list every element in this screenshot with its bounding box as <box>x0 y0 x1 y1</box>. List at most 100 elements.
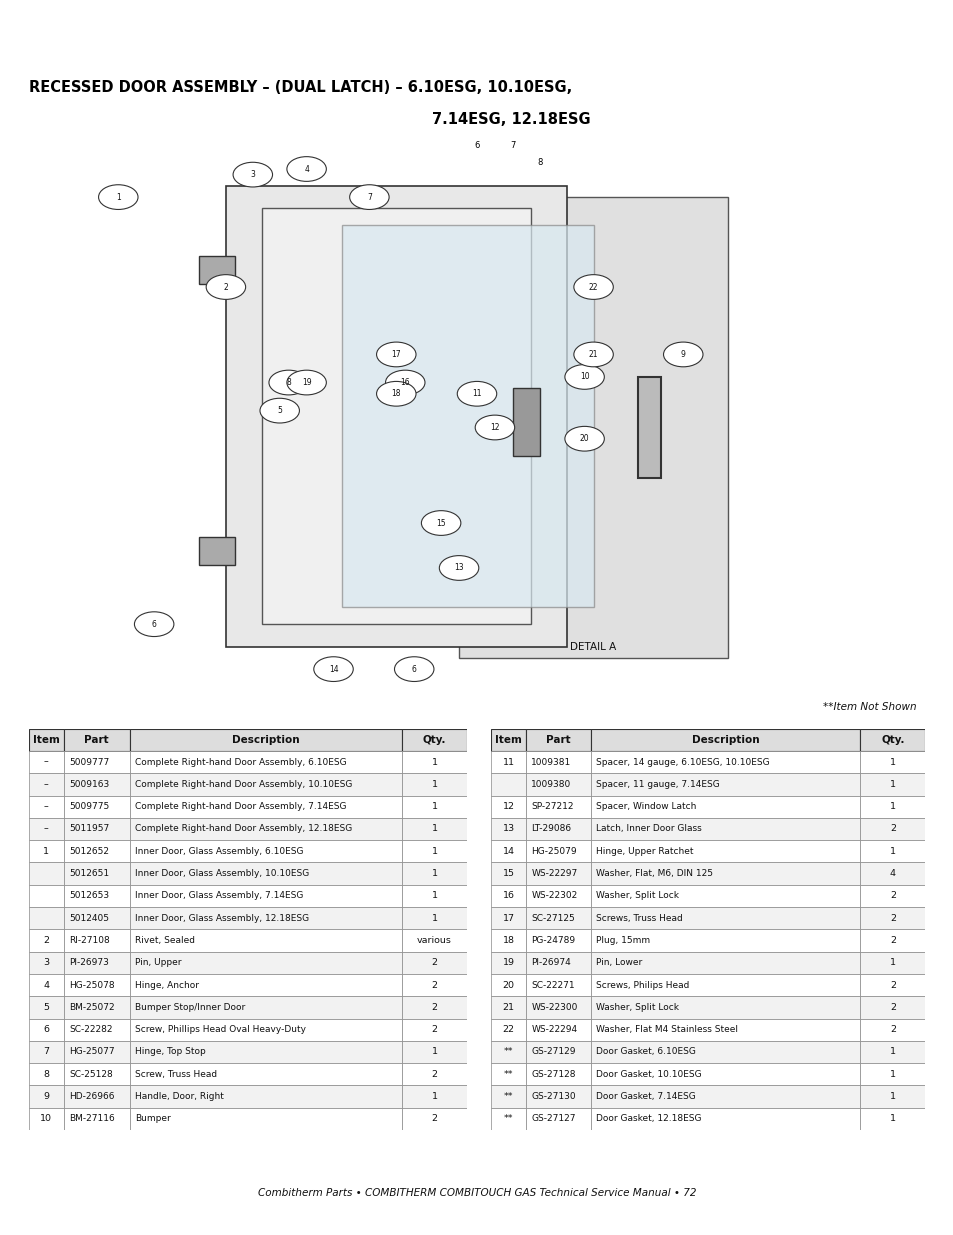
Text: 5009775: 5009775 <box>69 803 110 811</box>
Bar <box>591 818 860 840</box>
Text: 12: 12 <box>502 803 514 811</box>
Text: 16: 16 <box>400 378 410 387</box>
Bar <box>130 862 401 884</box>
Text: 1: 1 <box>431 757 437 767</box>
Text: BM-27116: BM-27116 <box>69 1114 114 1124</box>
Text: 10: 10 <box>40 1114 52 1124</box>
Bar <box>860 795 924 818</box>
Text: 1: 1 <box>431 1047 437 1056</box>
Text: 9: 9 <box>680 350 685 359</box>
Bar <box>513 388 539 456</box>
Text: **: ** <box>503 1070 513 1079</box>
Bar <box>342 225 593 608</box>
Bar <box>401 818 467 840</box>
Bar <box>130 1063 401 1086</box>
Text: 2: 2 <box>431 1114 437 1124</box>
Text: 2: 2 <box>889 825 895 834</box>
Bar <box>29 1019 64 1041</box>
Bar <box>491 729 525 751</box>
Bar <box>591 751 860 773</box>
Bar <box>64 952 130 974</box>
Text: 1009381: 1009381 <box>531 757 571 767</box>
Text: 4: 4 <box>304 164 309 173</box>
Text: GS-27127: GS-27127 <box>531 1114 576 1124</box>
Text: 9: 9 <box>43 1092 50 1102</box>
Text: PG-24789: PG-24789 <box>531 936 575 945</box>
Bar <box>525 729 591 751</box>
Bar <box>491 974 525 997</box>
Circle shape <box>421 510 460 536</box>
Text: 5012653: 5012653 <box>69 892 109 900</box>
Text: Part: Part <box>546 735 570 745</box>
Text: Latch, Inner Door Glass: Latch, Inner Door Glass <box>596 825 701 834</box>
Text: 1: 1 <box>116 193 120 201</box>
Text: 17: 17 <box>391 350 400 359</box>
Circle shape <box>376 342 416 367</box>
Text: 7: 7 <box>43 1047 50 1056</box>
Text: Washer, Flat, M6, DIN 125: Washer, Flat, M6, DIN 125 <box>596 869 713 878</box>
Bar <box>591 1063 860 1086</box>
Bar <box>525 1063 591 1086</box>
Text: GS-27128: GS-27128 <box>531 1070 576 1079</box>
Bar <box>525 1019 591 1041</box>
Text: 12: 12 <box>490 424 499 432</box>
Text: 1: 1 <box>431 803 437 811</box>
Text: 10: 10 <box>579 373 589 382</box>
Text: 6: 6 <box>412 664 416 673</box>
Text: 14: 14 <box>329 664 338 673</box>
Bar <box>491 818 525 840</box>
Text: PARTS INFORMATION: PARTS INFORMATION <box>45 20 340 44</box>
Bar <box>458 198 727 658</box>
Text: Combitherm Parts • COMBITHERM COMBITOUCH GAS Technical Service Manual • 72: Combitherm Parts • COMBITHERM COMBITOUCH… <box>257 1188 696 1198</box>
Text: 19: 19 <box>301 378 311 387</box>
Bar <box>64 773 130 795</box>
Bar <box>525 997 591 1019</box>
Bar <box>130 818 401 840</box>
Text: Complete Right-hand Door Assembly, 6.10ESG: Complete Right-hand Door Assembly, 6.10E… <box>134 757 346 767</box>
Bar <box>29 729 64 751</box>
Bar <box>401 1086 467 1108</box>
Bar <box>64 906 130 929</box>
Bar <box>401 952 467 974</box>
Bar <box>591 1019 860 1041</box>
Bar <box>64 1063 130 1086</box>
Text: WS-22294: WS-22294 <box>531 1025 577 1034</box>
Text: 1: 1 <box>431 869 437 878</box>
Bar <box>491 884 525 906</box>
Bar <box>860 751 924 773</box>
Bar <box>860 1041 924 1063</box>
Text: DETAIL A: DETAIL A <box>570 642 616 652</box>
Text: Washer, Split Lock: Washer, Split Lock <box>596 1003 679 1011</box>
Bar <box>860 1108 924 1130</box>
Text: 6: 6 <box>152 620 156 629</box>
Bar <box>401 840 467 862</box>
Text: 3: 3 <box>250 170 255 179</box>
Circle shape <box>456 382 497 406</box>
Bar <box>491 906 525 929</box>
Text: GS-27130: GS-27130 <box>531 1092 576 1102</box>
Text: 2: 2 <box>431 1070 437 1079</box>
Bar <box>525 974 591 997</box>
Bar <box>226 185 566 647</box>
Text: RI-27108: RI-27108 <box>69 936 110 945</box>
Text: 15: 15 <box>436 519 445 527</box>
Bar <box>130 884 401 906</box>
Bar <box>130 929 401 952</box>
Text: Washer, Split Lock: Washer, Split Lock <box>596 892 679 900</box>
Text: 2: 2 <box>431 981 437 989</box>
Text: RECESSED DOOR ASSEMBLY – (DUAL LATCH) – 6.10ESG, 10.10ESG,: RECESSED DOOR ASSEMBLY – (DUAL LATCH) – … <box>29 79 571 95</box>
Bar <box>401 997 467 1019</box>
Bar <box>29 773 64 795</box>
Bar <box>130 1086 401 1108</box>
Bar <box>130 974 401 997</box>
Circle shape <box>260 398 299 424</box>
Text: SC-27125: SC-27125 <box>531 914 575 923</box>
Bar <box>64 1108 130 1130</box>
Circle shape <box>134 611 173 636</box>
Bar <box>401 795 467 818</box>
Text: Door Gasket, 6.10ESG: Door Gasket, 6.10ESG <box>596 1047 696 1056</box>
Bar <box>591 929 860 952</box>
Text: 5009163: 5009163 <box>69 779 110 789</box>
Text: Pin, Upper: Pin, Upper <box>134 958 181 967</box>
Text: 2: 2 <box>889 892 895 900</box>
